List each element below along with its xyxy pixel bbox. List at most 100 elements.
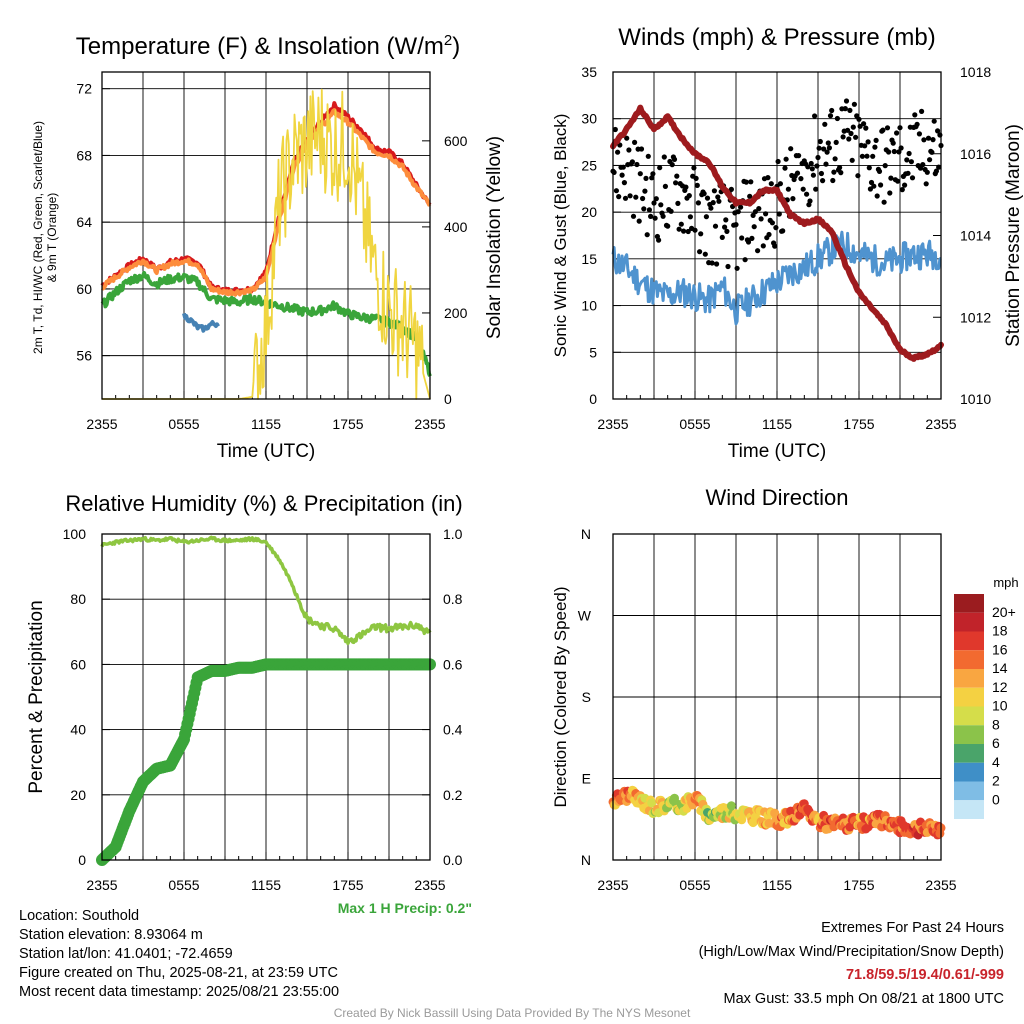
colorbar-swatch <box>954 744 984 763</box>
gust-point <box>880 127 886 133</box>
gust-point <box>827 113 834 119</box>
gust-point <box>662 183 669 189</box>
gust-point <box>876 168 883 174</box>
gust-point <box>823 161 829 167</box>
gust-point <box>722 224 728 230</box>
gust-point <box>796 153 802 159</box>
gust-point <box>712 223 719 229</box>
gust-point <box>630 213 637 219</box>
y-axis-label: Percent & Precipitation <box>26 600 47 793</box>
gust-point <box>825 140 831 146</box>
gust-point <box>914 121 920 127</box>
colorbar-label: 14 <box>992 660 1008 676</box>
gust-point <box>671 156 678 162</box>
y-tick-label: 0 <box>589 391 597 407</box>
gust-point <box>805 164 811 170</box>
chart-title: Relative Humidity (%) & Precipitation (i… <box>65 491 462 516</box>
x-tick-label: 2355 <box>414 877 445 893</box>
gust-point <box>768 181 774 187</box>
y-tick-label: 0 <box>78 852 86 868</box>
series-line-9m-t <box>100 108 432 297</box>
gust-point <box>896 149 902 155</box>
gust-point <box>678 221 684 227</box>
colorbar-swatch <box>954 725 984 744</box>
y-tick-label: 60 <box>76 281 92 297</box>
colorbar-label: 10 <box>992 698 1008 714</box>
y-tick-label: 5 <box>589 344 597 360</box>
gust-point <box>861 121 867 127</box>
colorbar-swatch <box>954 669 984 688</box>
gust-point <box>882 163 888 169</box>
gust-point <box>925 135 932 141</box>
colorbar-swatch <box>954 650 984 669</box>
y2-tick-label: 1012 <box>960 309 991 325</box>
gust-point <box>661 154 667 160</box>
x-tick-label: 2355 <box>414 416 445 432</box>
x-tick-label: 1755 <box>332 877 363 893</box>
gust-point <box>878 182 884 188</box>
y2-tick-label: 0.0 <box>443 852 463 868</box>
y2-tick-label: 1016 <box>960 146 991 162</box>
gust-point <box>724 228 730 234</box>
gust-point <box>676 226 682 232</box>
gust-point <box>683 184 689 190</box>
gust-point <box>908 159 915 165</box>
recent-text: Most recent data timestamp: 2025/08/21 2… <box>19 984 340 1000</box>
gust-point <box>812 113 818 119</box>
series-line-pressure <box>610 104 944 362</box>
y2-tick-label: 1010 <box>960 391 991 407</box>
gust-point <box>692 227 698 233</box>
gust-point <box>931 118 937 124</box>
y-tick-label: 72 <box>76 81 92 97</box>
gust-point <box>920 162 926 168</box>
colorbar-swatch <box>954 612 984 632</box>
y-tick-label: W <box>578 608 592 624</box>
gust-point <box>616 194 622 200</box>
gust-point <box>824 149 830 155</box>
colorbar-label: 2 <box>992 773 1000 789</box>
gust-point <box>777 181 784 187</box>
gust-point <box>897 125 903 131</box>
y-tick-label: 35 <box>581 64 597 80</box>
y2-axis-label: Station Pressure (Maroon) <box>1003 124 1024 347</box>
gust-point <box>711 188 718 194</box>
x-tick-label: 2355 <box>86 877 117 893</box>
gust-point <box>829 107 835 114</box>
y-axis-label-line1: 2m T, Td, HI/WC (Red, Green, Scarlet/Blu… <box>31 121 45 354</box>
gust-point <box>652 215 658 221</box>
gust-point <box>848 130 854 137</box>
gust-point <box>775 158 781 165</box>
y2-tick-label: 0.2 <box>443 787 463 803</box>
gust-point <box>701 191 707 197</box>
gust-point <box>760 243 766 249</box>
x-tick-label: 1155 <box>251 416 281 432</box>
gust-point <box>669 162 675 168</box>
gust-point <box>772 243 778 249</box>
gust-point <box>657 165 663 171</box>
y-tick-label: 60 <box>70 656 86 672</box>
x-tick-label: 2355 <box>86 416 117 432</box>
gust-point <box>905 170 911 176</box>
gust-point <box>686 193 692 199</box>
gust-point <box>826 145 833 151</box>
y-tick-label: N <box>581 852 591 868</box>
gust-point <box>650 171 656 177</box>
gust-point <box>866 165 872 171</box>
gust-point <box>838 170 844 176</box>
gust-point <box>613 188 620 194</box>
gust-point <box>624 135 630 141</box>
gust-point <box>782 165 788 171</box>
colorbar-label: 4 <box>992 754 1000 770</box>
gust-point <box>923 181 929 187</box>
gust-point <box>872 144 878 150</box>
colorbar-swatch <box>954 631 984 651</box>
colorbar-swatch <box>954 800 984 819</box>
x-axis-label: Time (UTC) <box>217 441 316 462</box>
gust-point <box>790 196 796 202</box>
gust-point <box>937 132 943 138</box>
gust-point <box>633 194 639 200</box>
y-tick-label: 68 <box>76 147 92 163</box>
gust-point <box>859 153 866 159</box>
gust-point <box>887 190 893 196</box>
